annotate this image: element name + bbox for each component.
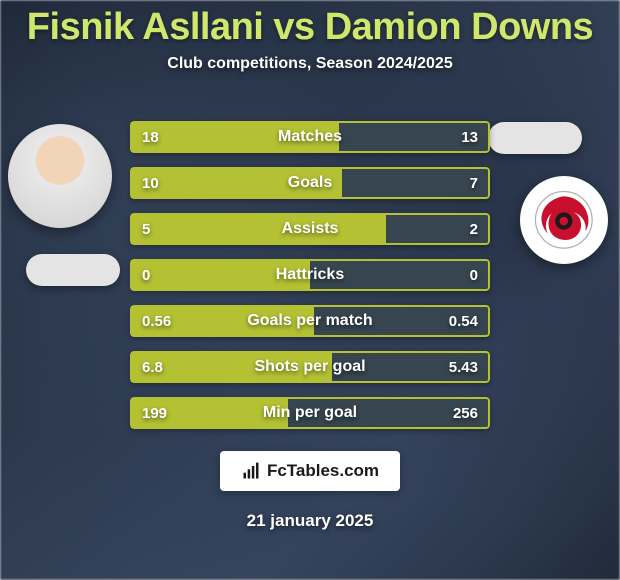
stat-value-left: 10: [130, 167, 171, 199]
stat-value-left: 6.8: [130, 351, 175, 383]
stat-value-right: 0: [458, 259, 490, 291]
stat-row: Hattricks00: [130, 259, 490, 291]
page-title: Fisnik Asllani vs Damion Downs: [27, 6, 593, 49]
stat-value-right: 5.43: [437, 351, 490, 383]
stat-value-right: 256: [441, 397, 490, 429]
chart-icon: [241, 461, 261, 481]
stat-value-right: 13: [449, 121, 490, 153]
stat-row: Assists52: [130, 213, 490, 245]
stats-bars: Matches1813Goals107Assists52Hattricks00G…: [130, 121, 490, 429]
stat-row: Shots per goal6.85.43: [130, 351, 490, 383]
stat-bar-left: [130, 213, 386, 245]
stat-row: Matches1813: [130, 121, 490, 153]
snapshot-date: 21 january 2025: [247, 511, 374, 531]
stat-value-left: 0.56: [130, 305, 183, 337]
stat-row: Goals per match0.560.54: [130, 305, 490, 337]
stat-value-right: 7: [458, 167, 490, 199]
stat-value-right: 0.54: [437, 305, 490, 337]
brand-text: FcTables.com: [267, 461, 379, 481]
stat-row: Min per goal199256: [130, 397, 490, 429]
brand-badge: FcTables.com: [220, 451, 400, 491]
stat-row: Goals107: [130, 167, 490, 199]
stat-value-left: 5: [130, 213, 162, 245]
stat-value-left: 0: [130, 259, 162, 291]
stat-value-left: 199: [130, 397, 179, 429]
subtitle: Club competitions, Season 2024/2025: [167, 55, 452, 73]
stat-value-right: 2: [458, 213, 490, 245]
stat-value-left: 18: [130, 121, 171, 153]
